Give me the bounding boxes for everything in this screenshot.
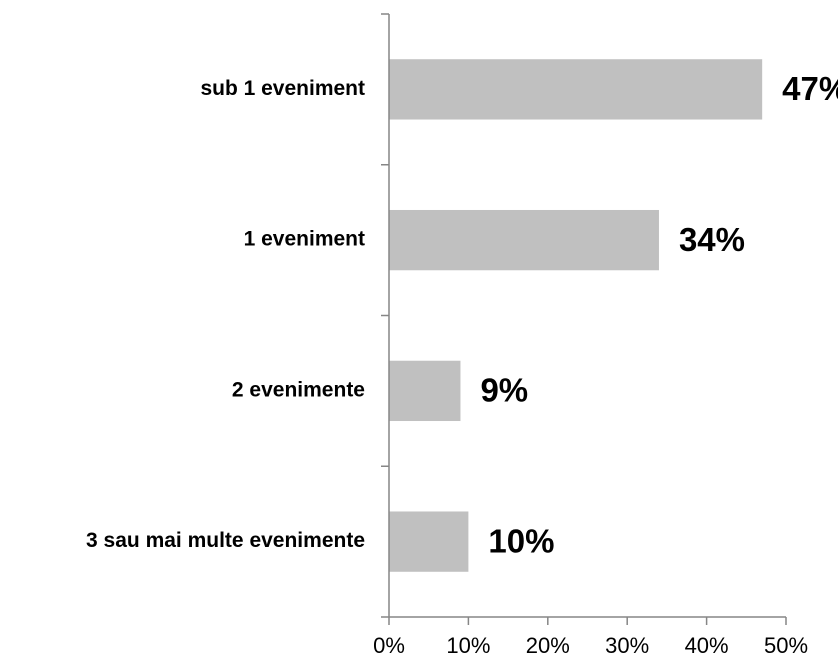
bar	[389, 59, 763, 120]
category-label: sub 1 eveniment	[200, 77, 365, 100]
bar	[389, 209, 659, 271]
data-label: 34%	[679, 221, 745, 258]
data-label: 47%	[782, 70, 838, 107]
x-tick-label: 50%	[764, 633, 808, 658]
category-label: 3 sau mai multe evenimente	[86, 529, 365, 552]
x-tick-labels: 0% 10% 20% 30% 40% 50%	[373, 633, 808, 658]
bar	[389, 511, 469, 572]
data-label: 10%	[488, 522, 554, 559]
data-label: 9%	[480, 372, 528, 409]
x-tick-label: 0%	[373, 633, 405, 658]
x-tick-label: 40%	[685, 633, 729, 658]
category-labels: sub 1 eveniment 1 eveniment 2 evenimente 3 …	[86, 77, 365, 552]
x-tick-label: 10%	[446, 633, 490, 658]
bar	[389, 360, 461, 422]
axes	[381, 13, 787, 625]
category-label: 1 eveniment	[244, 228, 365, 251]
x-tick-label: 30%	[605, 633, 649, 658]
bars-group	[389, 59, 763, 572]
data-labels: 47% 34% 9% 10%	[480, 70, 838, 559]
x-tick-label: 20%	[526, 633, 570, 658]
category-label: 2 evenimente	[232, 378, 365, 401]
